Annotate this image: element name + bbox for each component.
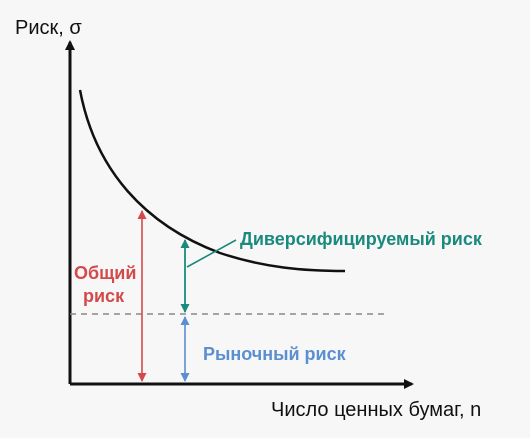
total-risk-label-line2: риск xyxy=(83,286,125,306)
diversifiable-risk-pointer xyxy=(186,239,237,268)
market-risk-label: Рыночный риск xyxy=(203,344,346,364)
y-axis-label: Риск, σ xyxy=(15,17,82,39)
total-risk-label-line1: Общий xyxy=(74,263,137,283)
risk-curve xyxy=(78,89,346,273)
diversifiable-risk-label: Диверсифицируемый риск xyxy=(240,229,482,249)
x-axis-label: Число ценных бумаг, n xyxy=(271,399,482,421)
